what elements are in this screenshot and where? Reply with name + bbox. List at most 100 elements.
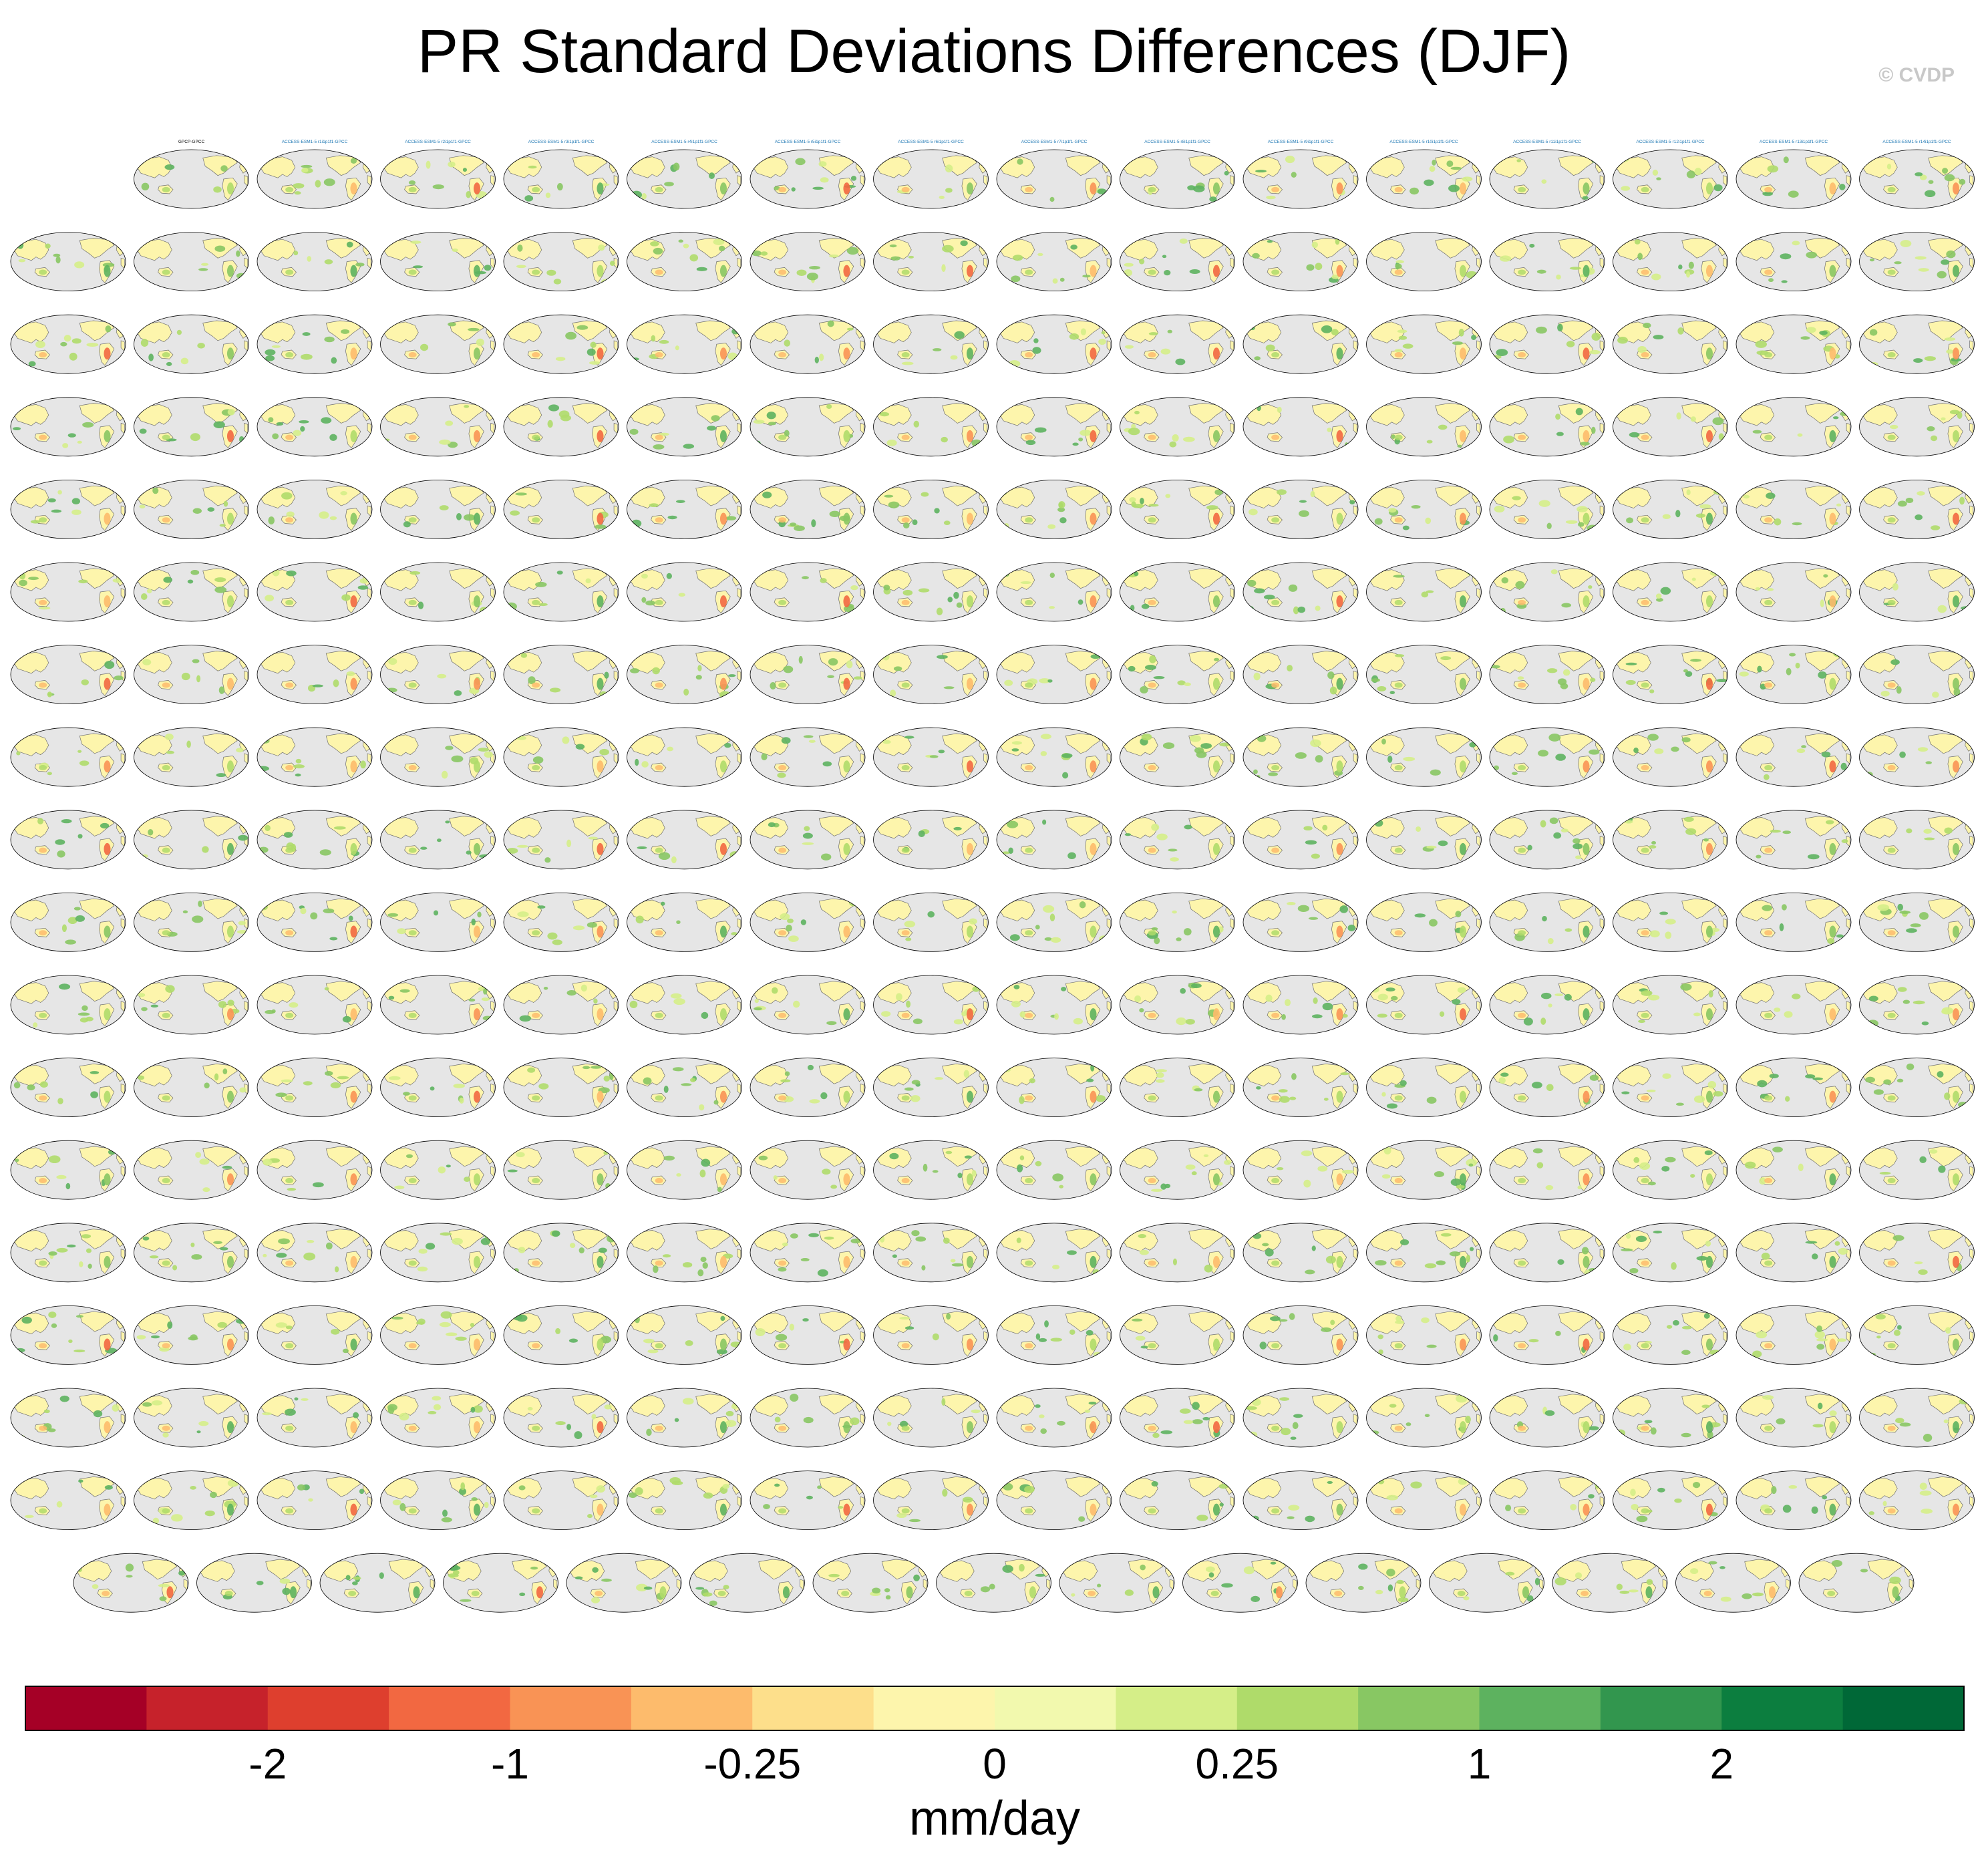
map-panel [627,562,742,622]
land-namer [512,1559,547,1580]
map-panel [1735,1305,1852,1365]
land-namer [818,816,854,836]
land-asia [1491,734,1528,756]
panel-title: ACCESS-ESM1-5 r5i1p1f1-GPCC [775,140,841,144]
panel-title: ACCESS-ESM1-5 r4i1p1f1-GPCC [651,140,717,144]
land-namer [1558,1394,1594,1415]
land-namer [1928,1477,1963,1497]
land-namer [202,816,238,836]
land-asia [875,899,912,921]
land-namer [1188,568,1224,589]
land-asia [1122,982,1158,1004]
panel-title: ACCESS-ESM1-5 r14i1p1f1-GPCC [1882,140,1951,144]
land-namer [1804,898,1840,919]
map-panel [1120,727,1235,787]
land-asia [1122,404,1158,426]
land-asia [1368,1477,1405,1500]
map-panel [134,232,249,292]
land-namer [202,1146,238,1167]
map-panel [750,314,866,374]
map-panel [627,1470,742,1531]
land-asia [752,982,789,1004]
map-panel [627,1140,742,1200]
map-panel [1735,810,1852,870]
map-panel [257,232,373,292]
land-asia [382,404,419,426]
land-namer [1435,485,1470,506]
land-asia [629,1147,665,1169]
map-panel [503,1470,619,1531]
map-panel [257,562,373,622]
land-namer [818,1146,854,1167]
land-namer [1867,1559,1903,1580]
land-asia [136,651,172,674]
land-namer [1928,155,1963,176]
land-namer [695,320,731,341]
land-namer [1435,981,1470,1002]
land-namer [1311,155,1347,176]
colorbar-swatch [1721,1686,1844,1730]
map-panel [873,397,989,457]
land-asia [1737,982,1775,1004]
land-asia [752,817,789,839]
land-asia [998,1147,1035,1169]
map-panel [1242,1470,1359,1531]
land-asia [1245,1147,1282,1169]
map-panel [566,1553,682,1613]
map-panel: ACCESS-ESM1-5 r10i1p1f1-GPCC [1366,140,1482,209]
land-namer [325,981,361,1002]
map-panel [1366,1470,1482,1531]
map-panel [10,397,126,457]
land-namer [942,981,977,1002]
land-asia [1491,982,1528,1004]
land-asia [1245,1477,1282,1500]
map-panel [380,1058,496,1117]
map-panel [1242,727,1359,787]
map-panel [1242,1388,1359,1448]
land-namer [325,1146,361,1167]
land-namer [142,1559,178,1580]
map-panel [257,314,373,374]
land-asia [1431,1560,1468,1582]
land-namer [1311,568,1347,589]
map-panel [627,314,742,374]
land-asia [752,734,789,756]
map-panel [1489,1058,1605,1117]
land-asia [998,651,1035,674]
land-asia [12,899,49,921]
map-panel [1613,232,1728,292]
map-panel [1613,645,1728,704]
land-namer [1681,568,1717,589]
land-namer [1188,1311,1224,1332]
land-namer [325,733,361,754]
land-namer [695,651,731,671]
map-panel [750,645,866,704]
land-namer [1681,1064,1717,1084]
map-panel [1798,1553,1915,1613]
land-asia [1737,239,1775,261]
land-asia [505,1395,542,1417]
colorbar-swatch [752,1686,874,1730]
map-panel [134,1388,249,1448]
map-panel [1242,397,1359,457]
colorbar-swatch [267,1686,389,1730]
land-namer [325,568,361,589]
land-asia [505,321,542,343]
colorbar-tick-label: -0.25 [703,1740,801,1788]
map-panel [1675,1553,1791,1613]
land-asia [1737,817,1775,839]
colorbar-tick-label: 0 [983,1740,1007,1788]
map-panel [750,893,866,952]
map-panel [503,1140,619,1200]
land-asia [1615,734,1651,756]
map-panel [1120,1223,1235,1283]
land-asia [136,817,172,839]
land-asia [1861,734,1898,756]
map-panel [750,397,866,457]
land-namer [942,403,977,424]
map-panel [750,562,866,622]
land-asia [875,1064,912,1087]
land-namer [572,981,608,1002]
land-namer [1681,1394,1717,1415]
land-asia [875,982,912,1004]
